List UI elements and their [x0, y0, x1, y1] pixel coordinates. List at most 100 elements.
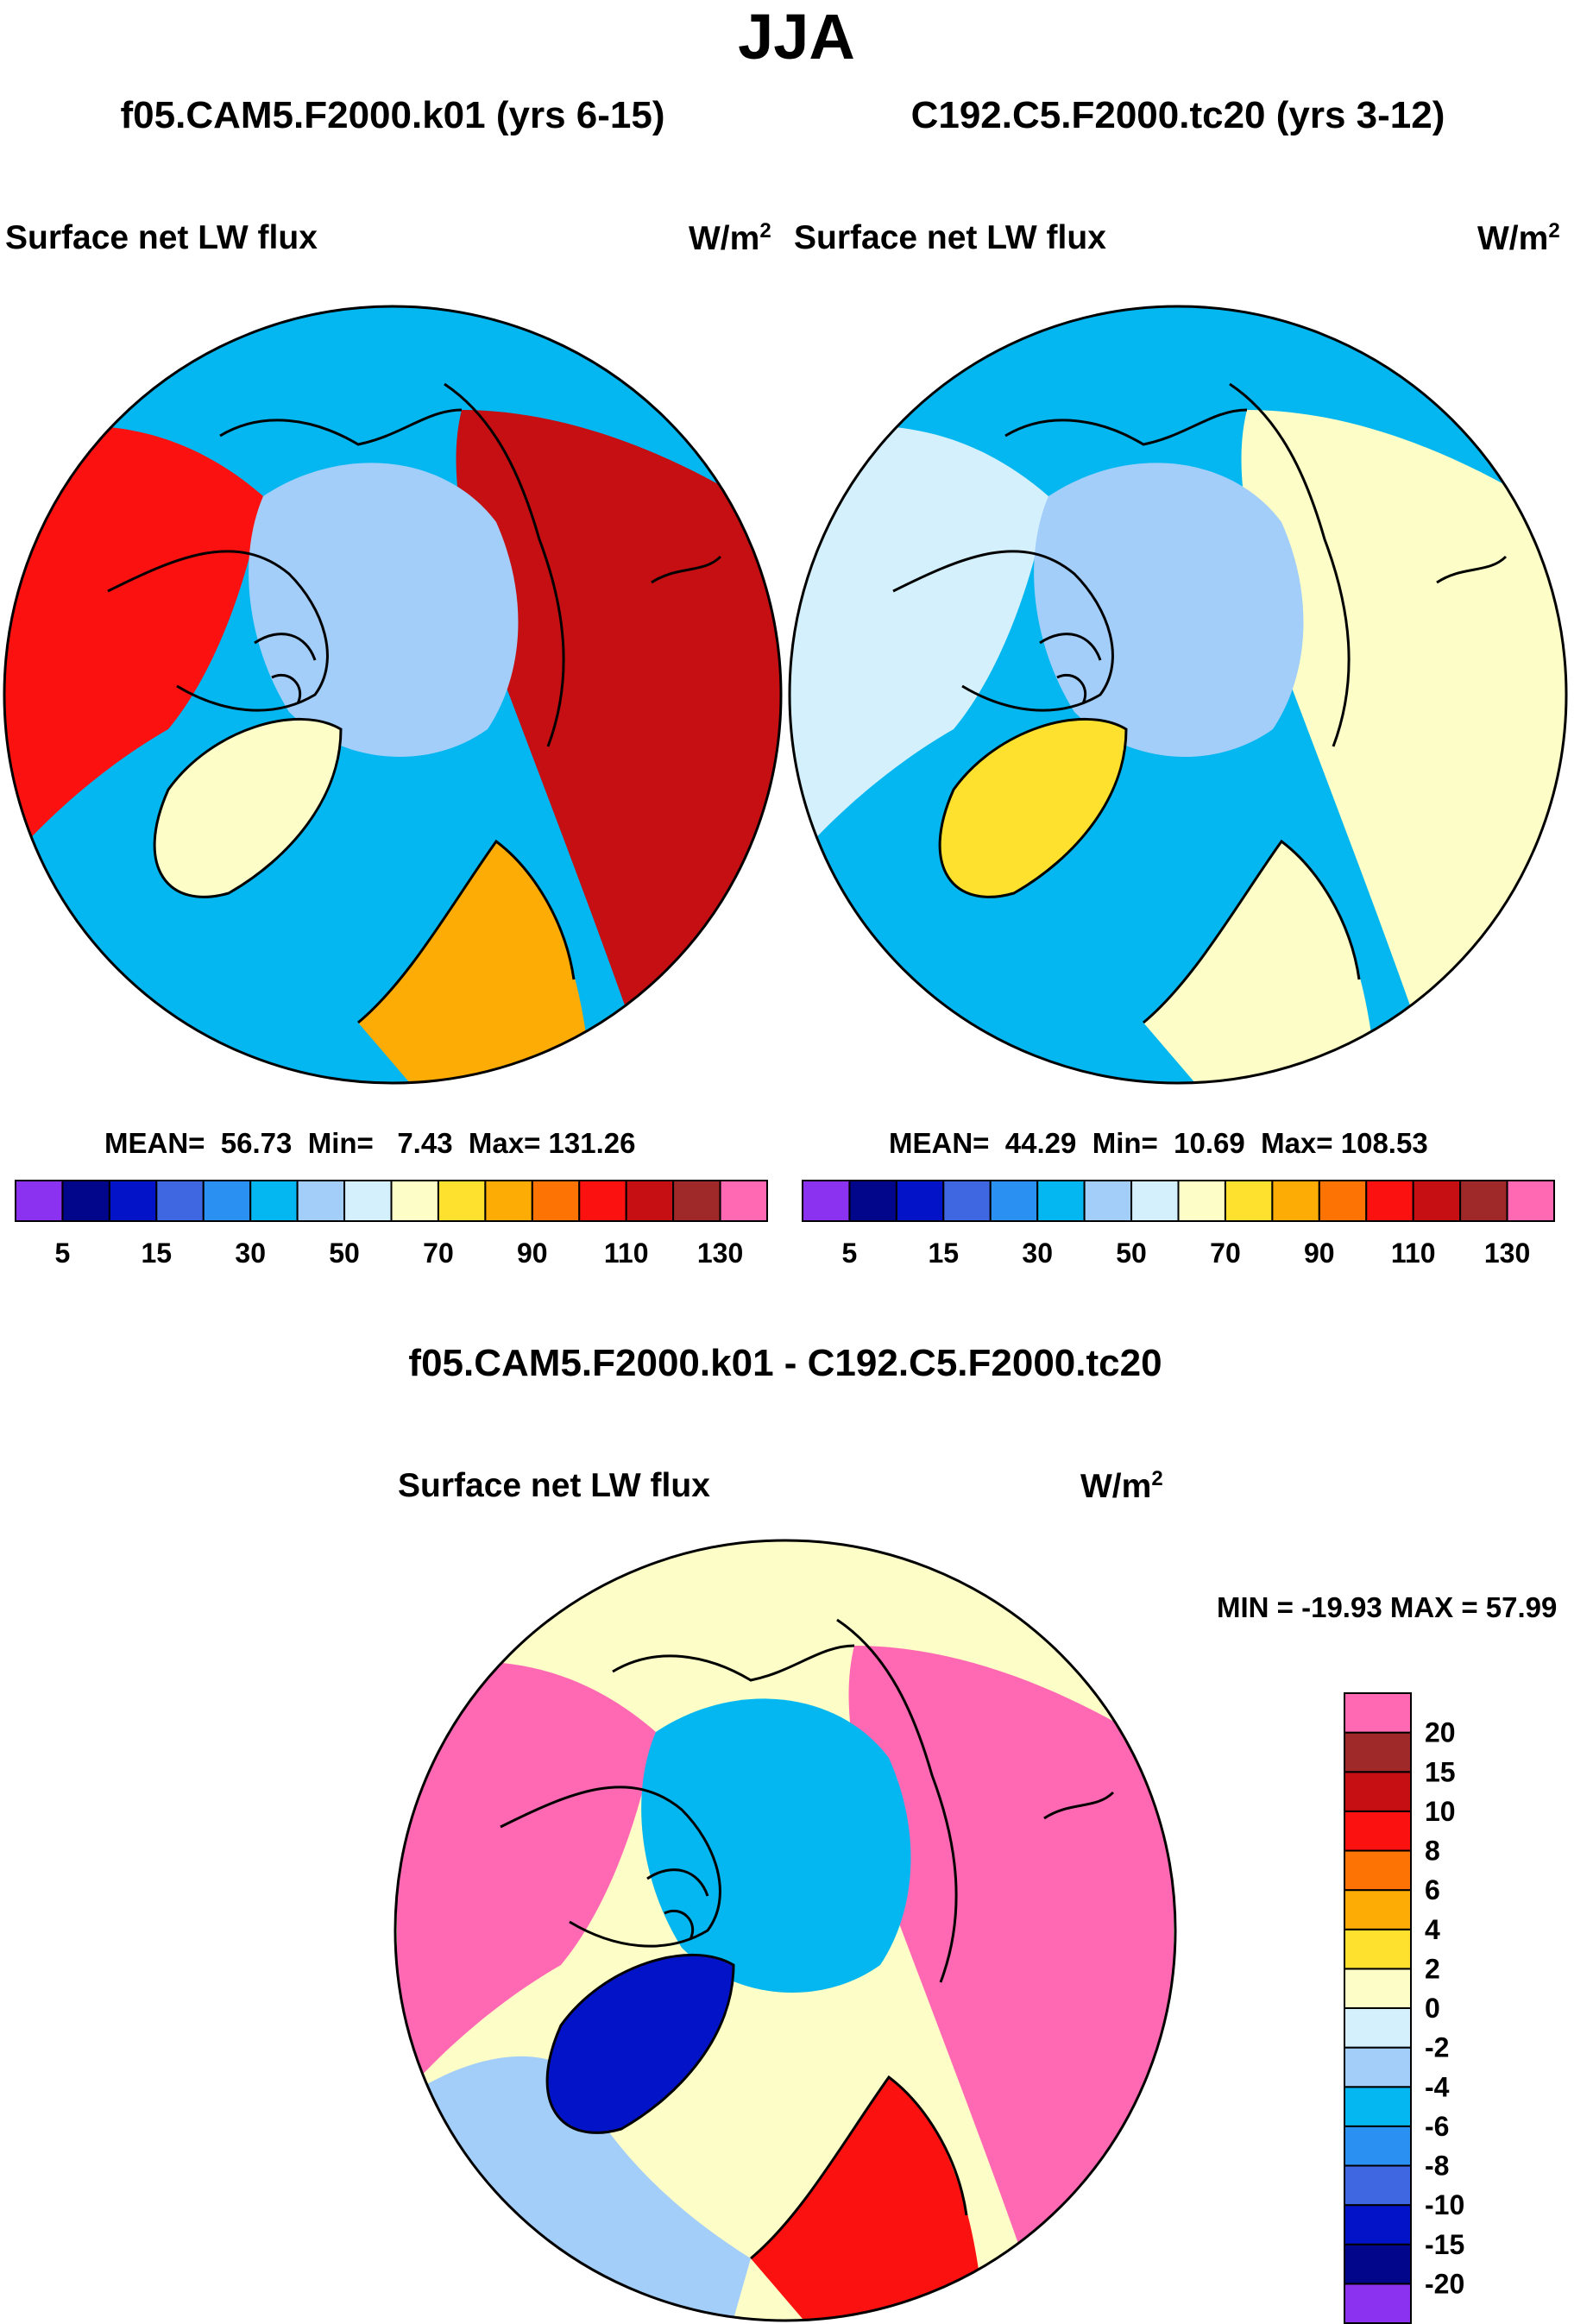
left-colorbar-box-5 — [249, 1180, 299, 1222]
left-coastline-1 — [153, 717, 343, 898]
right-colorbar-box-15 — [1506, 1180, 1556, 1222]
diff-colorbar-tick-4: 4 — [1425, 1914, 1440, 1945]
diff-colorbar-box-10 — [1344, 1889, 1412, 1930]
left-region-siberia — [456, 410, 781, 1083]
map-layer — [3, 305, 1568, 2322]
right-colorbar-box-11 — [1318, 1180, 1368, 1222]
diff-region-north-america — [397, 1661, 656, 2103]
left-coastline-0 — [107, 550, 329, 712]
right-colorbar-box-5 — [1036, 1180, 1086, 1222]
left-colorbar-box-14 — [672, 1180, 721, 1222]
left-colorbar-box-9 — [437, 1180, 487, 1222]
diff-coastline-4 — [612, 1644, 855, 1682]
right-coastline-1 — [938, 717, 1128, 898]
left-colorbar-box-12 — [578, 1180, 627, 1222]
right-colorbar-box-4 — [989, 1180, 1039, 1222]
diff-region-siberia — [848, 1646, 1174, 2319]
left-colorbar-box-2 — [108, 1180, 158, 1222]
right-coastline-3 — [1143, 839, 1361, 1024]
diff-colorbar-tick--8: -8 — [1425, 2151, 1449, 2182]
diff-colorbar-tick-10: 10 — [1425, 1796, 1456, 1827]
left-colorbar-box-10 — [484, 1180, 533, 1222]
tick-layer: 5 15 30 50 70 90 110 130 5 15 30 50 70 90 110 130201510… — [55, 1238, 1531, 2299]
left-colorbar-box-13 — [625, 1180, 675, 1222]
diff-coastline-3 — [750, 2075, 968, 2260]
left-coastline-2 — [444, 382, 565, 747]
left-map — [4, 306, 781, 1083]
right-colorbar-tick-110: 110 — [1391, 1238, 1436, 1269]
left-variable-label: Surface net LW flux — [5, 219, 318, 256]
diff-coastline-2 — [836, 1618, 958, 1983]
left-colorbar-box-15 — [719, 1180, 768, 1222]
right-colorbar-box-8 — [1177, 1180, 1226, 1222]
left-colorbar-box-8 — [390, 1180, 439, 1222]
right-map — [790, 306, 1566, 1083]
left-units-label: W/m2 — [689, 219, 771, 257]
right-colorbar-tick-70: 70 — [1210, 1238, 1241, 1269]
diff-colorbar-tick-8: 8 — [1425, 1836, 1440, 1867]
left-coastline-6 — [651, 555, 722, 584]
left-coastline-4 — [219, 408, 463, 446]
diff-colorbar-box-0 — [1344, 2283, 1412, 2324]
diff-colorbar-box-6 — [1344, 2046, 1412, 2088]
right-colorbar-box-3 — [942, 1180, 992, 1222]
diff-stats-line: MIN = -19.93 MAX = 57.99 — [1217, 1591, 1558, 1623]
right-colorbar-box-6 — [1083, 1180, 1133, 1222]
left-coastline-3 — [357, 839, 576, 1024]
diff-colorbar-tick-0: 0 — [1425, 1993, 1440, 2024]
diff-colorbar-box-9 — [1344, 1928, 1412, 1970]
left-colorbar-tick-130: 130 — [697, 1238, 743, 1269]
diff-colorbar-box-11 — [1344, 1849, 1412, 1892]
right-region-north-america — [790, 425, 1048, 867]
diff-coastline-5 — [646, 1868, 709, 1940]
right-colorbar-box-9 — [1224, 1180, 1274, 1222]
right-case-title: C192.C5.F2000.tc20 (yrs 3-12) — [910, 94, 1445, 136]
left-region-greenland — [154, 719, 341, 897]
diff-colorbar-tick-2: 2 — [1425, 1953, 1440, 1984]
left-colorbar-tick-15: 15 — [142, 1238, 173, 1269]
right-coastline-0 — [892, 550, 1114, 712]
left-colorbar-box-7 — [343, 1180, 393, 1222]
diff-colorbar-box-2 — [1344, 2204, 1412, 2245]
diff-coastline-1 — [545, 1953, 735, 2134]
right-colorbar-tick-130: 130 — [1484, 1238, 1530, 1269]
diff-units-label: W/m2 — [1080, 1467, 1163, 1505]
right-colorbar-tick-50: 50 — [1116, 1238, 1147, 1269]
diff-colorbar-box-7 — [1344, 2007, 1412, 2049]
diff-colorbar-box-13 — [1344, 1771, 1412, 1812]
diff-colorbar-box-14 — [1344, 1731, 1412, 1773]
diff-title: f05.CAM5.F2000.k01 - C192.C5.F2000.tc20 — [408, 1342, 1162, 1384]
right-colorbar-box-14 — [1459, 1180, 1508, 1222]
left-colorbar-tick-30: 30 — [235, 1238, 266, 1269]
diff-colorbar-tick--20: -20 — [1425, 2268, 1464, 2299]
left-colorbar-tick-110: 110 — [604, 1238, 649, 1269]
right-colorbar-tick-5: 5 — [842, 1238, 858, 1269]
right-variable-label: Surface net LW flux — [794, 219, 1106, 256]
right-region-siberia — [1241, 410, 1566, 1083]
right-coastline-5 — [1039, 633, 1102, 704]
right-colorbar-box-7 — [1130, 1180, 1180, 1222]
right-coastline-4 — [1004, 408, 1248, 446]
diff-colorbar-tick-6: 6 — [1425, 1874, 1440, 1905]
diff-colorbar-tick-15: 15 — [1425, 1756, 1456, 1787]
right-colorbar-box-13 — [1412, 1180, 1462, 1222]
right-colorbar-box-0 — [802, 1180, 851, 1222]
right-coastline-2 — [1229, 382, 1351, 747]
diff-colorbar-box-8 — [1344, 1968, 1412, 2010]
diff-colorbar-box-12 — [1344, 1810, 1412, 1852]
left-colorbar-tick-70: 70 — [423, 1238, 454, 1269]
diff-map-border — [394, 1539, 1177, 2322]
diff-colorbar-tick--15: -15 — [1425, 2229, 1464, 2260]
right-colorbar-box-10 — [1271, 1180, 1320, 1222]
diff-colorbar-box-1 — [1344, 2243, 1412, 2285]
left-colorbar-tick-50: 50 — [329, 1238, 360, 1269]
diff-colorbar-box-3 — [1344, 2164, 1412, 2207]
diff-colorbar-tick--4: -4 — [1425, 2071, 1450, 2102]
left-colorbar-box-1 — [61, 1180, 110, 1222]
diff-map — [395, 1540, 1175, 2321]
left-region-europe — [358, 841, 591, 1083]
right-region-greenland — [940, 719, 1126, 897]
diff-variable-label: Surface net LW flux — [398, 1467, 710, 1504]
diff-colorbar-tick--6: -6 — [1425, 2111, 1449, 2142]
